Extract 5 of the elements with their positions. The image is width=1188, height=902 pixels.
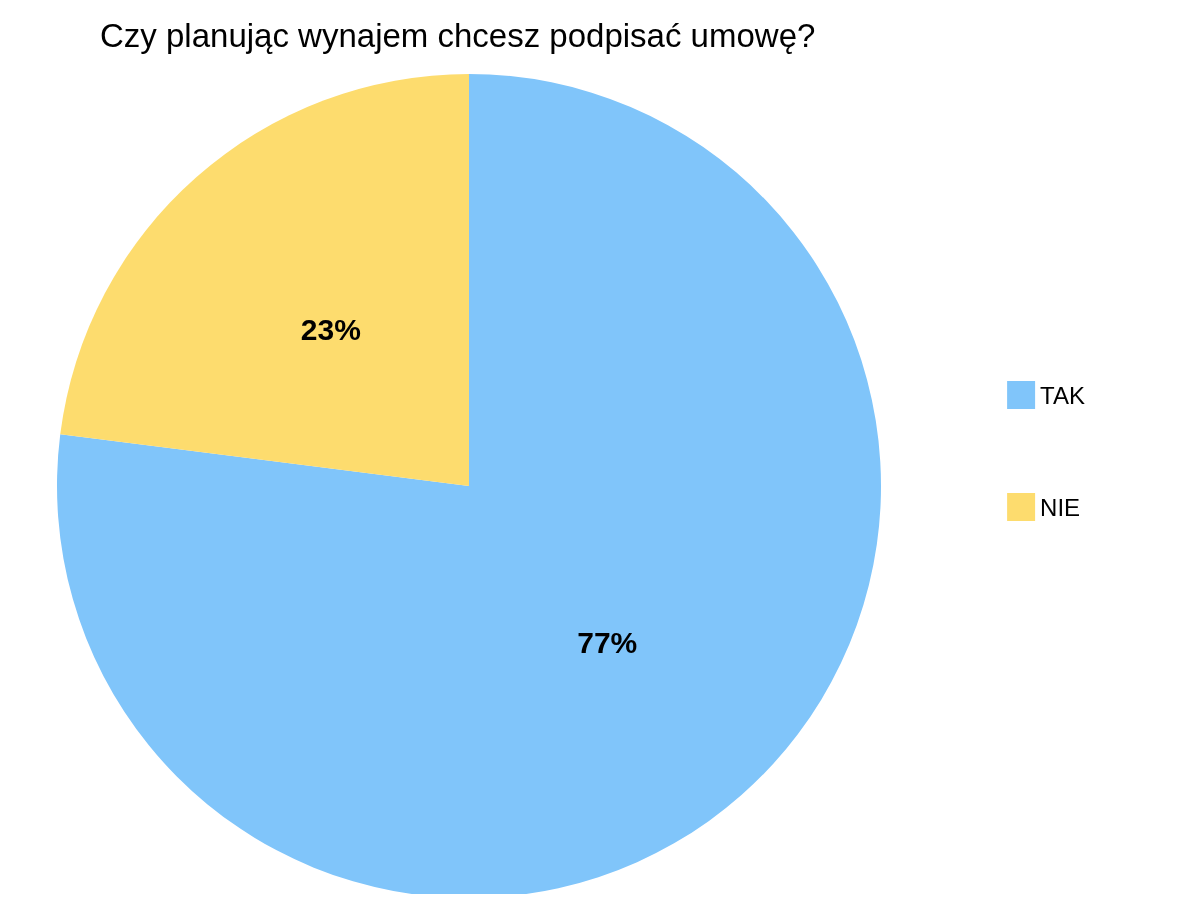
legend-label: NIE — [1040, 493, 1081, 521]
data-label: 23% — [300, 312, 361, 346]
chart-title: Czy planując wynajem chcesz podpisać umowę? — [100, 17, 816, 54]
legend-label: TAK — [1040, 381, 1086, 409]
data-label: 77% — [577, 626, 638, 660]
